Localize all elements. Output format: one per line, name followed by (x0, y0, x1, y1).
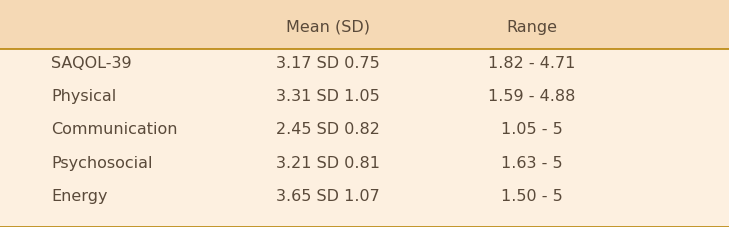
Text: 2.45 SD 0.82: 2.45 SD 0.82 (276, 122, 380, 137)
Text: 1.50 - 5: 1.50 - 5 (502, 188, 563, 203)
Text: 1.59 - 4.88: 1.59 - 4.88 (488, 89, 576, 104)
Text: 1.05 - 5: 1.05 - 5 (502, 122, 563, 137)
FancyBboxPatch shape (0, 0, 729, 50)
Text: Psychosocial: Psychosocial (51, 155, 152, 170)
Text: 3.17 SD 0.75: 3.17 SD 0.75 (276, 56, 380, 71)
Text: 1.82 - 4.71: 1.82 - 4.71 (488, 56, 576, 71)
Text: Physical: Physical (51, 89, 117, 104)
Text: 3.21 SD 0.81: 3.21 SD 0.81 (276, 155, 380, 170)
Text: Mean (SD): Mean (SD) (286, 20, 370, 35)
Text: SAQOL-39: SAQOL-39 (51, 56, 132, 71)
Text: 1.63 - 5: 1.63 - 5 (502, 155, 563, 170)
Text: Energy: Energy (51, 188, 108, 203)
Text: Range: Range (507, 20, 558, 35)
Text: 3.65 SD 1.07: 3.65 SD 1.07 (276, 188, 380, 203)
Text: 3.31 SD 1.05: 3.31 SD 1.05 (276, 89, 380, 104)
Text: Communication: Communication (51, 122, 178, 137)
